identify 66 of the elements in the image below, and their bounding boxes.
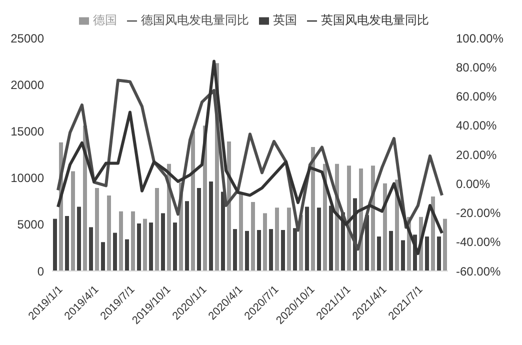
- bar: [425, 236, 429, 271]
- bar: [317, 208, 321, 271]
- bar: [125, 239, 129, 271]
- bar: [137, 223, 141, 271]
- bar: [257, 230, 261, 271]
- bar: [443, 218, 447, 271]
- bar: [233, 229, 237, 271]
- y2-tick-label: -40.00%: [456, 235, 502, 250]
- bar: [221, 192, 225, 271]
- y2-tick-label: 0.00%: [456, 176, 490, 191]
- bar: [71, 171, 75, 271]
- y2-tick-label: 80.00%: [456, 60, 498, 74]
- y2-tick-label: 40.00%: [456, 118, 498, 133]
- y-tick-label: 25000: [10, 31, 44, 46]
- bar: [77, 206, 81, 271]
- bar: [305, 206, 309, 271]
- bar: [173, 222, 177, 271]
- bar: [191, 131, 195, 271]
- bar: [329, 206, 333, 271]
- bar: [227, 141, 231, 271]
- bar: [365, 215, 369, 271]
- y2-tick-label: 60.00%: [456, 90, 498, 104]
- bar: [113, 232, 117, 271]
- bar: [209, 182, 213, 271]
- legend-label: 英国风电发电量同比: [321, 13, 429, 27]
- bar: [107, 196, 111, 271]
- bar: [293, 228, 297, 271]
- bar: [149, 222, 153, 271]
- bar: [239, 194, 243, 271]
- legend-label: 德国风电发电量同比: [141, 13, 249, 27]
- bar: [383, 183, 387, 271]
- bar: [287, 208, 291, 271]
- bar: [311, 147, 315, 271]
- y-tick-label: 15000: [10, 124, 44, 138]
- bar: [161, 213, 165, 271]
- bar: [65, 216, 69, 271]
- bar: [263, 213, 267, 271]
- bar: [197, 188, 201, 271]
- y2-tick-label: 100.00%: [456, 31, 504, 46]
- bar: [401, 240, 405, 271]
- y2-tick-label: 20.00%: [456, 148, 498, 162]
- bar: [143, 218, 147, 271]
- bar: [251, 202, 255, 271]
- y2-tick-label: -60.00%: [456, 264, 502, 278]
- bar: [389, 230, 393, 271]
- bar: [377, 236, 381, 271]
- legend-label: 英国: [273, 13, 297, 27]
- bar: [269, 229, 273, 271]
- legend-label: 德国: [93, 13, 117, 27]
- bar: [437, 236, 441, 271]
- bar: [53, 218, 57, 271]
- bar: [185, 201, 189, 271]
- bar: [101, 242, 105, 271]
- y2-tick-label: -20.00%: [456, 206, 502, 220]
- bar: [119, 211, 123, 271]
- y-tick-label: 20000: [10, 78, 44, 92]
- bar: [131, 211, 135, 271]
- bar: [155, 188, 159, 271]
- bar: [89, 227, 93, 271]
- bar: [95, 188, 99, 271]
- y-tick-label: 0: [37, 264, 44, 278]
- bar: [275, 208, 279, 271]
- bar: [245, 230, 249, 271]
- y-tick-label: 10000: [10, 171, 44, 186]
- bar: [281, 230, 285, 271]
- y-tick-label: 5000: [17, 218, 44, 232]
